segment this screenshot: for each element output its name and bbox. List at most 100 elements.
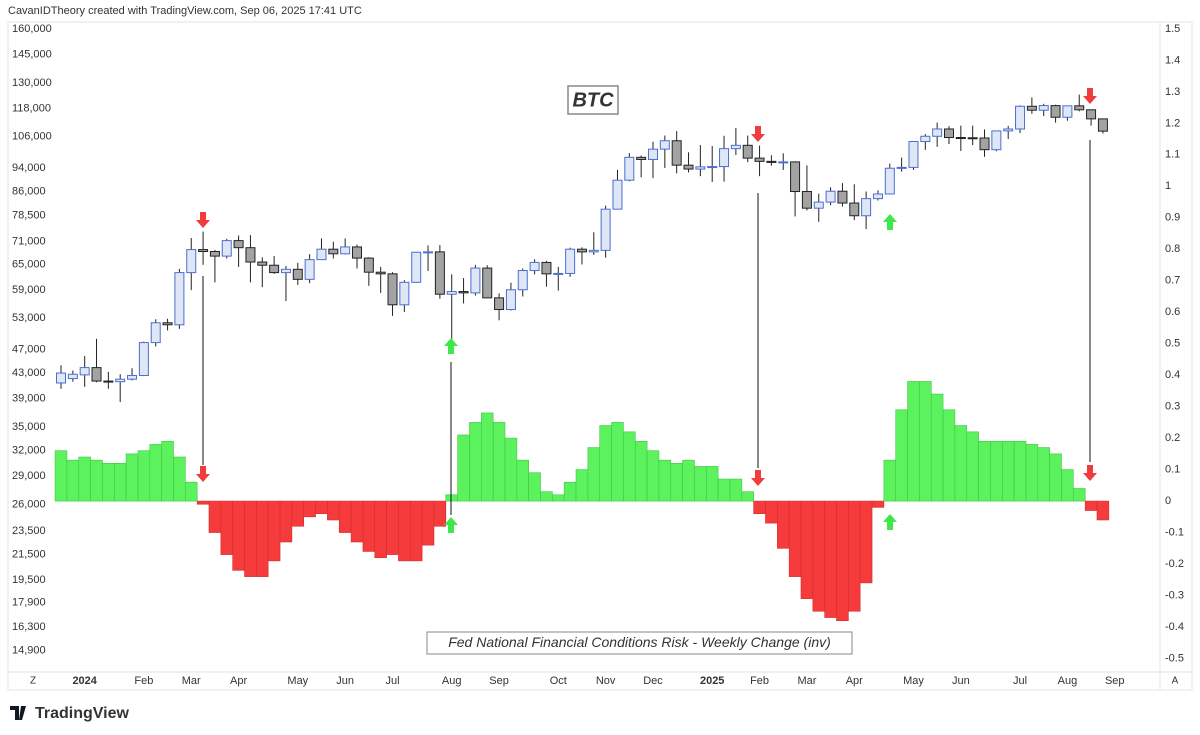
histogram-bar (149, 444, 162, 502)
x-tick-label: Nov (596, 675, 616, 687)
up-arrow (444, 338, 458, 354)
candle-body (316, 248, 327, 261)
candle-body (79, 367, 90, 376)
y-tick-label: 21,500 (12, 548, 46, 560)
histogram-bar (1084, 500, 1098, 511)
x-tick-label: 2024 (72, 675, 97, 687)
histogram-bar (611, 422, 624, 502)
candle-body (209, 250, 220, 257)
histogram-bar (859, 500, 873, 584)
histogram-bar (492, 422, 506, 502)
candle-body (754, 157, 765, 162)
candle-body (127, 374, 138, 380)
histogram-bar (113, 463, 127, 502)
candle-body (340, 246, 351, 255)
histogram-bar (942, 409, 956, 502)
candle-body (434, 251, 445, 295)
histogram-bar (930, 393, 944, 502)
candle-body (174, 272, 185, 326)
candle-body (505, 289, 516, 311)
candle-body (458, 291, 469, 294)
x-tick-label: Jun (336, 675, 354, 687)
histogram-bar (504, 437, 518, 502)
histogram-bar (1037, 447, 1050, 502)
x-tick-label: Jun (952, 675, 970, 687)
candle-body (624, 156, 635, 181)
candle-body (423, 251, 434, 254)
y-tick-label: 106,000 (12, 131, 52, 143)
candle-body (541, 261, 552, 275)
histogram-bar (540, 491, 553, 502)
down-arrow (196, 466, 210, 482)
candle-body (245, 247, 256, 263)
histogram-bar (528, 472, 541, 502)
y-tick-label: 23,500 (12, 525, 46, 537)
histogram-bar (232, 500, 245, 571)
histogram-bar (1096, 500, 1110, 521)
histogram-bar (552, 494, 565, 502)
candle-body (1074, 105, 1085, 111)
histogram-bar (682, 459, 695, 502)
candle-body (908, 141, 919, 168)
y2-tick-label: 0 (1165, 495, 1171, 507)
candle-body (1003, 128, 1014, 132)
down-arrow (196, 212, 210, 228)
y-tick-label: 86,000 (12, 185, 46, 197)
candle-body (766, 160, 777, 163)
histogram-bar (883, 459, 897, 502)
candle-body (1086, 109, 1097, 120)
candle-body (446, 291, 457, 295)
histogram-bar (646, 450, 660, 502)
histogram-bar (1001, 440, 1015, 502)
x-tick-label: May (903, 675, 924, 687)
histogram-bar (398, 500, 411, 562)
y-tick-label: 35,000 (12, 421, 46, 433)
y-tick-label: 94,000 (12, 162, 46, 174)
histogram-bar (777, 500, 790, 549)
candle-body (707, 166, 718, 169)
x-tick-label: Jul (385, 675, 399, 687)
series-label-box (567, 85, 619, 115)
histogram-bar (433, 500, 447, 527)
axis-button[interactable]: Z (30, 676, 36, 687)
y2-tick-label: 1.2 (1165, 117, 1180, 129)
candle-body (67, 373, 78, 380)
down-arrow (751, 470, 765, 486)
candle-body (115, 378, 126, 383)
candle-body (363, 257, 374, 273)
indicator-label-box (426, 631, 853, 655)
y2-tick-label: 0.1 (1165, 464, 1180, 476)
y2-tick-label: 1.5 (1165, 23, 1180, 35)
histogram-bar (327, 500, 340, 521)
candle-body (138, 342, 149, 376)
candle-body (636, 156, 647, 160)
y-tick-label: 71,000 (12, 236, 46, 248)
histogram-bar (409, 500, 423, 562)
candle-body (991, 130, 1002, 151)
down-arrow (751, 126, 765, 142)
candle-body (517, 270, 528, 291)
histogram-bar (421, 500, 435, 546)
frame (7, 21, 1193, 691)
x-tick-label: Dec (643, 675, 663, 687)
histogram-bar (907, 381, 920, 502)
candle-body (553, 272, 564, 275)
y2-tick-label: 0.4 (1165, 369, 1180, 381)
signal-arrows (202, 140, 1091, 515)
histogram-bar (634, 440, 648, 502)
axis-button[interactable]: A (1172, 676, 1179, 687)
y-tick-label: 29,000 (12, 470, 46, 482)
candle-body (280, 268, 291, 274)
histogram-bar (161, 440, 174, 502)
histogram-bar (871, 500, 885, 508)
histogram-bar (173, 456, 186, 502)
histogram-bar (291, 500, 305, 527)
indicator-label: Fed National Financial Conditions Risk -… (448, 634, 831, 650)
candle-body (1097, 118, 1108, 132)
candle-body (411, 251, 422, 283)
attribution: CavanIDTheory created with TradingView.c… (8, 5, 362, 17)
candle-body (529, 261, 540, 272)
up-arrow (444, 517, 458, 533)
candle-body (233, 240, 244, 249)
brand: TradingView (35, 705, 130, 722)
